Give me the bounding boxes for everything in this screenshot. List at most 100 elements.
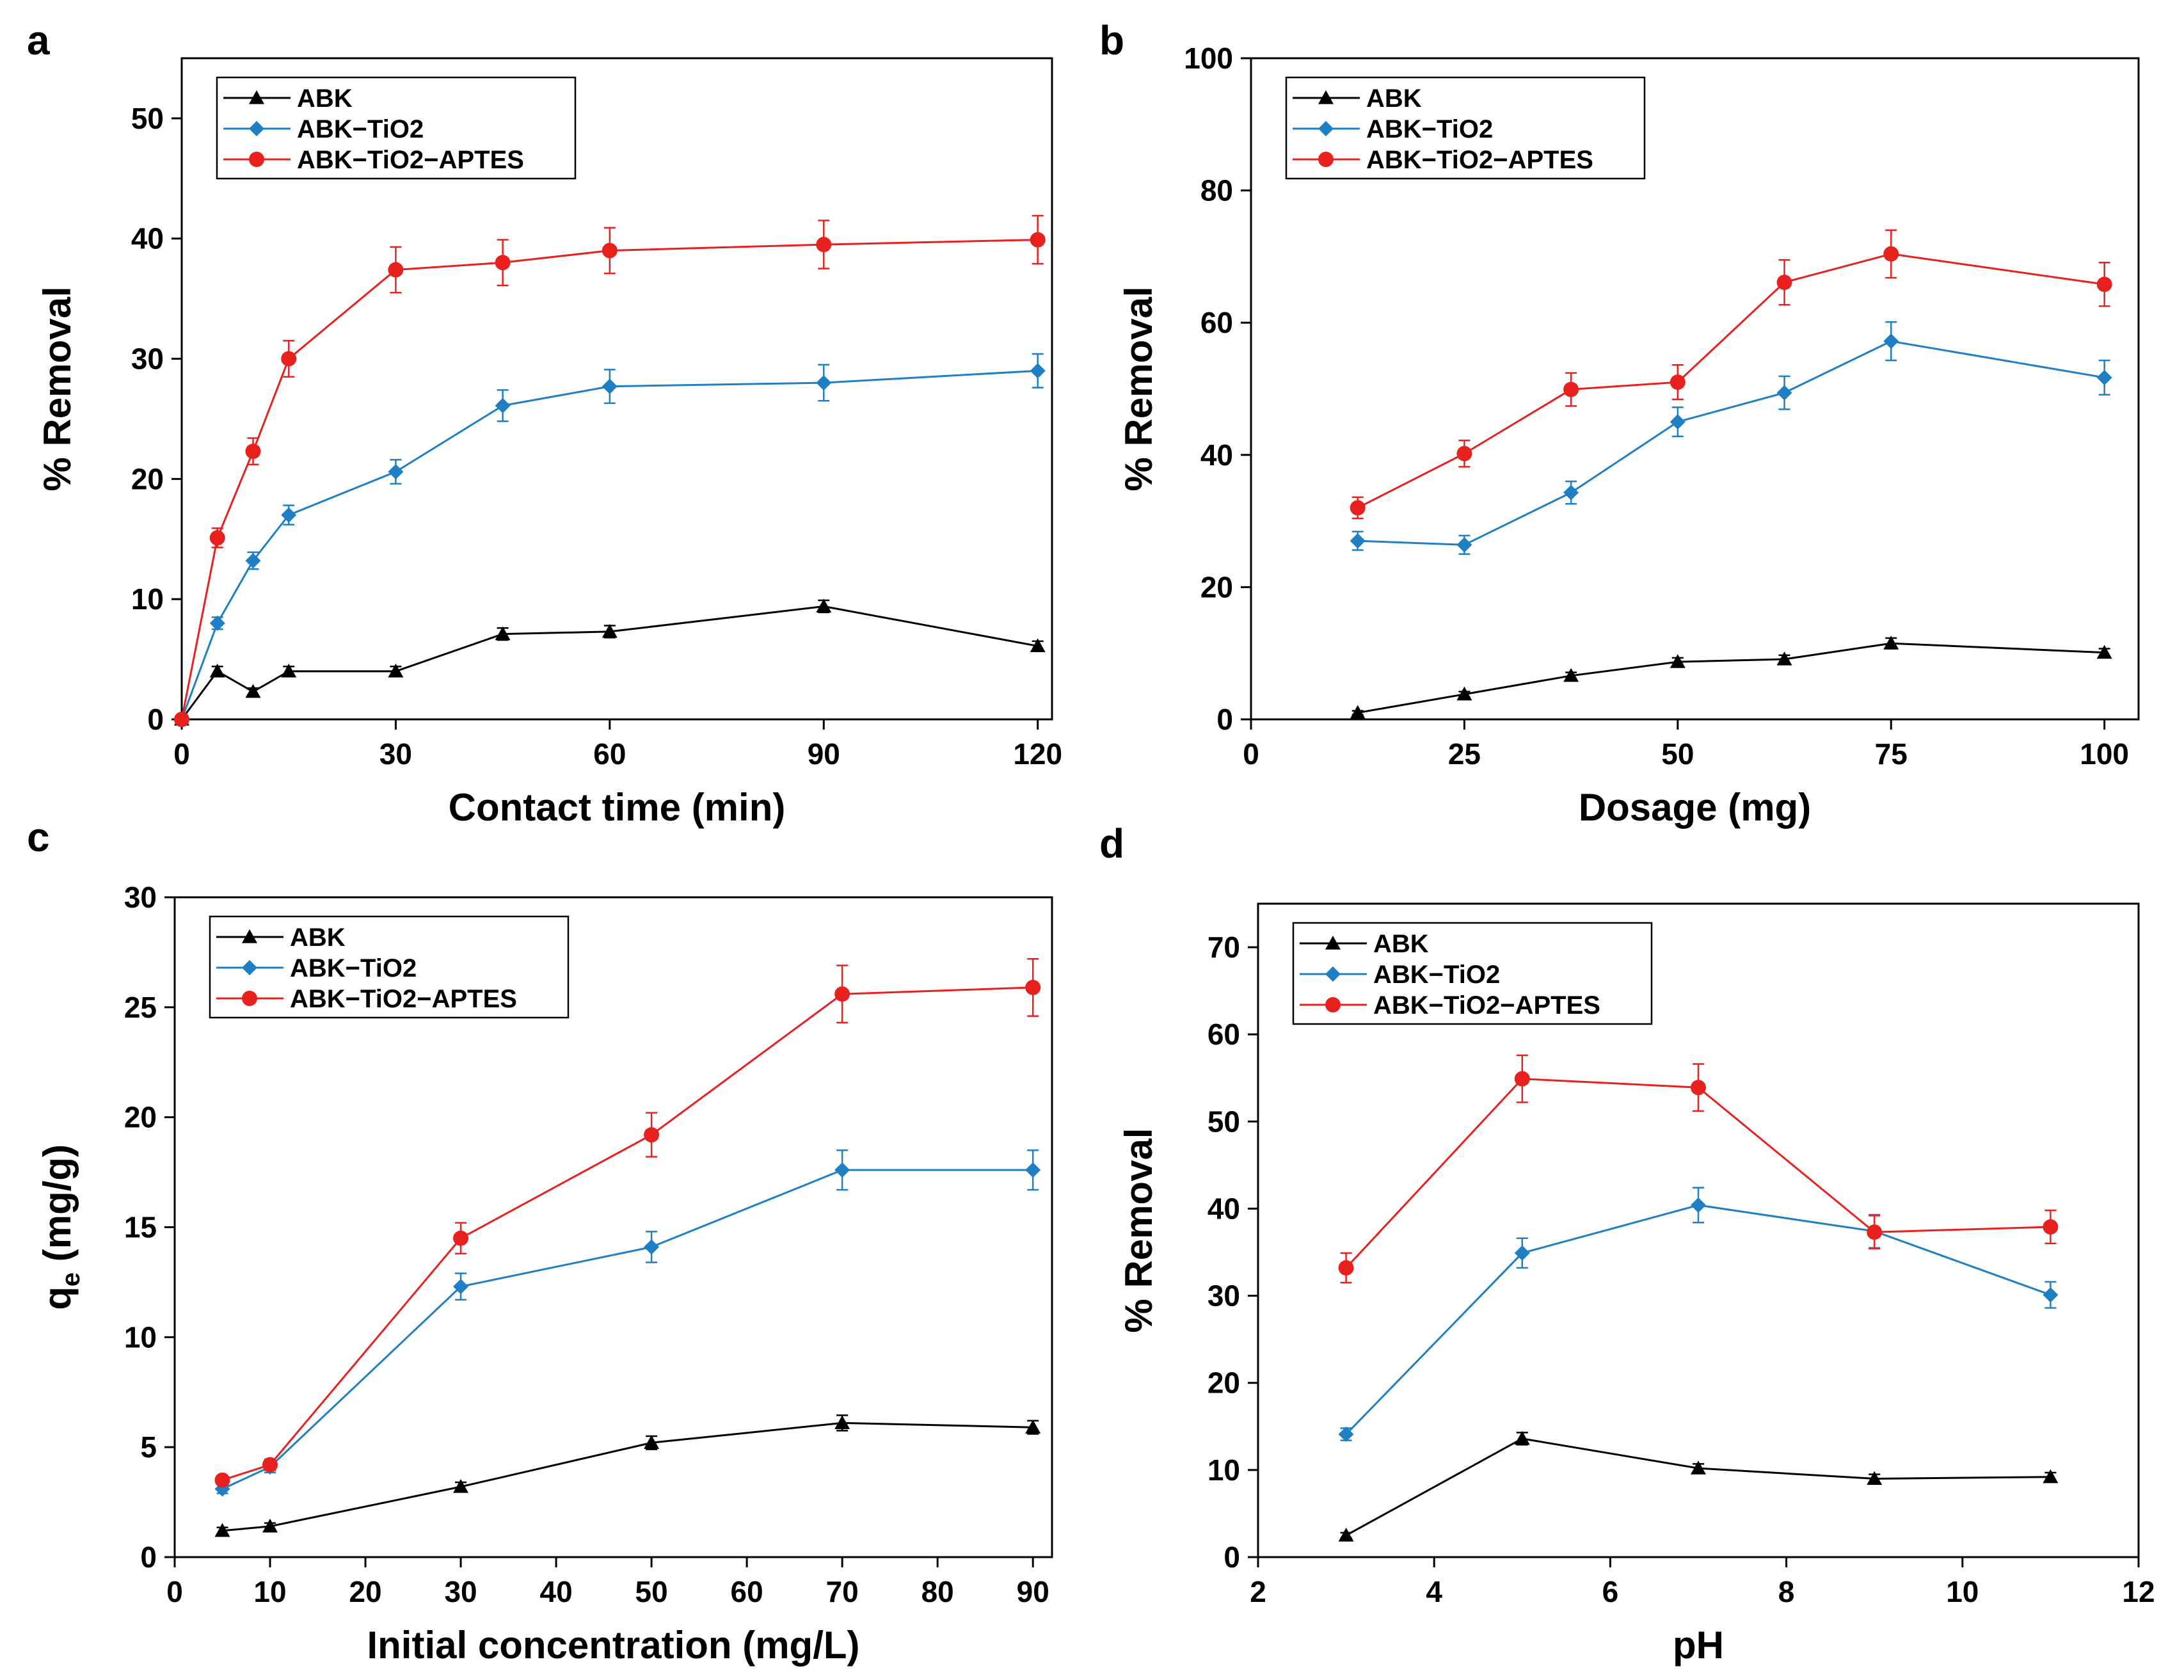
x-tick-label: 75 [1875,737,1908,771]
data-point [1456,537,1472,553]
data-point [834,1162,850,1178]
data-point [1883,636,1899,650]
data-point [1350,533,1366,549]
series-line [221,1169,1033,1490]
data-point [1514,1245,1530,1261]
plot-frame [180,57,1053,721]
data-point [1030,638,1046,653]
legend-swatch-marker [249,90,264,104]
y-tick-label: 30 [1208,1279,1240,1313]
data-point [1338,1527,1354,1542]
y-tick-label: 20 [124,1101,157,1134]
series-line [1357,642,2105,714]
y-tick-label: 30 [124,881,157,914]
data-point [1350,705,1366,719]
chart-panel-a: a 0 30 60 90 120 0 10 20 30 40 50 Contact time (min)… [27,17,1062,829]
data-point [209,615,225,631]
series-2 [214,957,1041,1488]
y-tick-label: 50 [131,102,164,135]
data-point [245,684,261,698]
data-point [834,1415,850,1429]
data-point [644,1435,660,1449]
y-axis-title-main: q [36,1286,79,1310]
x-tick-label: 12 [2122,1575,2155,1608]
data-point [1025,979,1041,995]
data-point [214,1523,230,1537]
y-tick-label: 10 [1208,1453,1240,1487]
data-point [281,663,297,678]
legend-swatch-marker [1318,121,1334,136]
y-tick-label: 20 [131,462,164,495]
y-tick-label: 15 [124,1211,157,1244]
series-line [180,239,1038,720]
y-tick-label: 60 [1208,1018,1240,1051]
data-point [2043,1287,2059,1303]
data-point [1025,1162,1041,1178]
data-point [453,1479,469,1493]
legend-swatch-marker [242,960,257,975]
legend-swatch-marker [1325,966,1341,982]
y-tick-label: 40 [1200,438,1233,472]
data-point [1776,275,1792,291]
legend-swatch-marker [249,121,264,136]
x-tick-label: 90 [1017,1575,1049,1608]
x-axis-title: Initial concentration (mg/L) [367,1624,859,1667]
y-tick-label: 20 [1208,1366,1240,1400]
legend-swatch-marker [242,991,257,1006]
legend-swatch-marker [249,152,264,167]
data-point [1030,363,1046,379]
data-point [2043,1469,2059,1484]
legend-swatch-marker [1318,152,1334,167]
data-point [388,464,404,480]
data-point [644,1127,660,1143]
series-0 [174,598,1046,726]
legend-entry: ABK−TiO2 [297,115,424,143]
x-tick-label: 2 [1250,1575,1266,1608]
x-tick-label: 60 [731,1575,763,1608]
series-line [1357,253,2105,509]
data-point [245,553,261,569]
y-tick-label: 70 [1208,931,1240,964]
x-tick-label: 4 [1426,1575,1442,1608]
series-1 [214,1149,1041,1497]
data-point [2043,1219,2059,1235]
data-point [209,663,225,678]
data-point [816,598,832,613]
data-point [2096,369,2112,385]
legend-entry: ABK−TiO2−APTES [290,985,517,1013]
data-point [2096,276,2112,292]
data-point [1030,232,1046,248]
legend-entry: ABK−TiO2 [290,954,417,982]
data-point [453,1230,469,1246]
data-point [1563,484,1579,500]
data-point [602,378,618,394]
data-point [1883,246,1899,262]
data-point [262,1518,278,1533]
series-2 [1338,1054,2059,1284]
x-tick-label: 80 [921,1575,954,1608]
data-point [388,663,404,678]
y-tick-label: 60 [1200,306,1233,339]
chart-panel-b: b 0 25 50 75 100 0 20 40 60 80 100 Dosage (mg) % Remo… [1099,17,2140,829]
legend-entry: ABK [297,84,353,113]
legend-entry: ABK [290,924,346,952]
x-tick-label: 50 [635,1575,668,1608]
series-line [222,986,1033,1482]
data-point [281,507,297,523]
data-point [1514,1430,1530,1445]
data-point [1563,668,1579,682]
series-2 [174,214,1046,727]
data-point [495,397,511,413]
legend-entry: ABK−TiO2 [1373,961,1500,989]
series-2 [1350,229,2112,520]
panel-letter: a [27,17,50,63]
data-point [1338,1427,1354,1443]
x-tick-label: 8 [1778,1575,1795,1608]
x-tick-label: 0 [166,1575,183,1608]
x-tick-label: 90 [808,737,840,771]
y-tick-label: 5 [140,1430,157,1464]
y-tick-label: 40 [131,222,164,255]
